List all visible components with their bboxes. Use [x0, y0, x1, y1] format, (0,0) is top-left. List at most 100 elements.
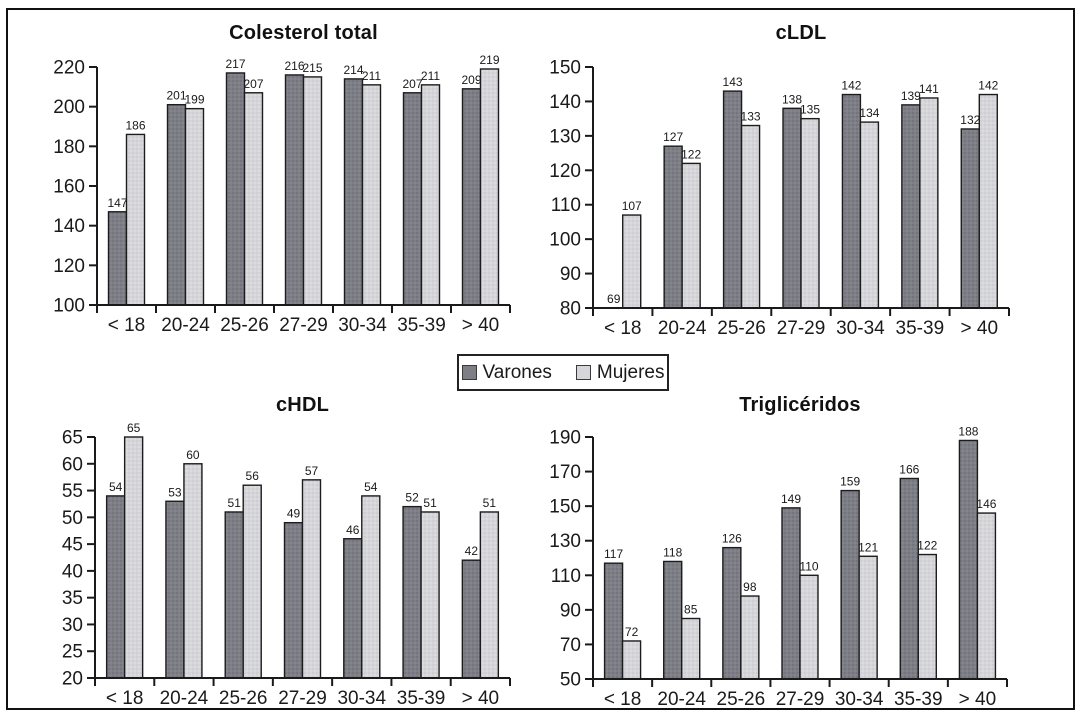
- mujeres-swatch-icon: [575, 365, 591, 380]
- category-label: 30-34: [338, 315, 387, 336]
- bar-mujeres-5: [361, 495, 381, 679]
- value-label: 215: [302, 61, 322, 75]
- category-label: < 18: [604, 689, 642, 710]
- bar-mujeres-1: [622, 214, 642, 309]
- bar-mujeres-1: [621, 640, 642, 680]
- bar-varones-3: [722, 546, 742, 680]
- category-label: < 18: [604, 318, 642, 339]
- category-label: 27-29: [279, 315, 328, 336]
- y-tick-label: 20: [62, 669, 83, 690]
- panel-chdl: 65 60 55 50 45 40 35 30 25 20 54 65 < 18 53 60 20-24 51 5…: [62, 421, 511, 709]
- bar-varones-3: [224, 511, 244, 679]
- bar-varones-2: [663, 560, 683, 680]
- bar-varones-1: [105, 495, 126, 679]
- value-label: 146: [976, 497, 996, 511]
- category-label: 25-26: [717, 689, 766, 710]
- y-tick-label: 65: [62, 428, 83, 449]
- y-tick-label: 90: [560, 600, 581, 621]
- y-tick-label: 120: [549, 161, 581, 182]
- value-label: 211: [362, 69, 381, 83]
- bar-varones-5: [840, 489, 860, 680]
- category-label: 25-26: [219, 688, 268, 709]
- y-tick-label: 120: [53, 256, 85, 277]
- bar-varones-4: [782, 107, 802, 309]
- panel-triglic-ridos: 190 170 150 130 110 90 70 50 117 72 < 18 118 85 20-24…: [549, 424, 1008, 710]
- bar-mujeres-2: [184, 107, 205, 306]
- y-tick-label: 190: [549, 428, 581, 449]
- value-label: 54: [364, 480, 378, 494]
- y-tick-label: 180: [53, 137, 85, 158]
- y-tick-label: 110: [551, 195, 581, 216]
- bar-mujeres-2: [183, 463, 203, 679]
- bar-mujeres-7: [479, 68, 500, 306]
- category-label: 35-39: [896, 318, 945, 339]
- bar-varones-3: [722, 90, 743, 309]
- value-label: 51: [228, 496, 242, 510]
- value-label: 143: [723, 75, 743, 89]
- bar-varones-6: [901, 104, 921, 309]
- value-label: 46: [346, 523, 360, 537]
- y-tick-label: 130: [549, 126, 581, 147]
- value-label: 207: [243, 77, 263, 91]
- bar-mujeres-3: [243, 92, 264, 306]
- bar-mujeres-1: [123, 436, 144, 679]
- value-label: 217: [225, 57, 245, 71]
- value-label: 201: [166, 89, 186, 103]
- value-label: 72: [625, 625, 639, 639]
- value-label: 166: [899, 462, 919, 476]
- y-tick-label: 130: [549, 531, 581, 552]
- bar-varones-1: [107, 211, 128, 306]
- value-label: 98: [743, 580, 757, 594]
- category-label: 35-39: [397, 315, 446, 336]
- value-label: 149: [781, 492, 801, 506]
- bar-varones-2: [663, 145, 683, 309]
- category-label: 30-34: [835, 689, 884, 710]
- value-label: 199: [184, 93, 204, 107]
- value-label: 159: [840, 475, 860, 489]
- y-tick-label: 50: [62, 508, 83, 529]
- y-tick-label: 50: [560, 670, 581, 691]
- y-tick-label: 220: [53, 58, 85, 79]
- value-label: 65: [127, 421, 141, 435]
- bar-mujeres-4: [799, 574, 819, 680]
- bar-mujeres-6: [919, 97, 939, 309]
- bar-varones-7: [958, 439, 979, 680]
- bar-varones-2: [166, 103, 187, 306]
- bar-mujeres-2: [681, 162, 701, 309]
- y-tick-label: 110: [551, 566, 581, 587]
- bar-varones-7: [461, 88, 482, 306]
- value-label: 126: [722, 532, 742, 546]
- bar-varones-6: [402, 505, 422, 679]
- category-label: > 40: [462, 315, 500, 336]
- bar-mujeres-4: [301, 479, 322, 679]
- value-label: 53: [168, 485, 182, 499]
- bar-varones-7: [461, 559, 482, 679]
- value-label: 110: [799, 559, 818, 573]
- value-label: 147: [107, 196, 127, 210]
- value-label: 132: [960, 113, 980, 127]
- value-label: 219: [479, 53, 499, 67]
- y-tick-label: 170: [549, 462, 581, 483]
- legend-label-mujeres: Mujeres: [596, 361, 665, 383]
- value-label: 216: [284, 59, 304, 73]
- bar-varones-5: [343, 538, 363, 679]
- category-label: 25-26: [220, 315, 269, 336]
- value-label: 142: [978, 79, 998, 93]
- category-label: 20-24: [160, 688, 209, 709]
- category-label: < 18: [106, 688, 144, 709]
- value-label: 122: [681, 147, 701, 161]
- y-tick-label: 90: [560, 264, 581, 285]
- y-tick-label: 45: [62, 535, 83, 556]
- bar-mujeres-2: [681, 617, 701, 680]
- category-label: 35-39: [397, 688, 446, 709]
- bar-mujeres-5: [859, 121, 880, 309]
- y-tick-label: 70: [560, 635, 581, 656]
- value-label: 135: [800, 103, 820, 117]
- value-label: 141: [919, 82, 939, 96]
- value-label: 214: [343, 63, 363, 77]
- value-label: 56: [246, 469, 260, 483]
- bar-mujeres-3: [740, 595, 760, 680]
- value-label: 60: [186, 448, 200, 462]
